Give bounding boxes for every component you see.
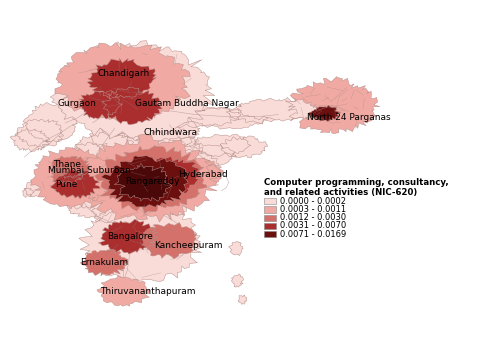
Polygon shape xyxy=(101,156,189,207)
Polygon shape xyxy=(238,295,247,305)
Polygon shape xyxy=(10,129,50,152)
Text: 0.0000 - 0.0002: 0.0000 - 0.0002 xyxy=(280,197,346,206)
Bar xyxy=(264,207,276,212)
Polygon shape xyxy=(76,134,219,222)
Text: 0.0031 - 0.0070: 0.0031 - 0.0070 xyxy=(280,221,346,231)
Polygon shape xyxy=(97,276,150,306)
Text: Kancheepuram: Kancheepuram xyxy=(154,241,223,250)
Text: Computer programming, consultancy,: Computer programming, consultancy, xyxy=(264,178,448,188)
Polygon shape xyxy=(74,132,134,161)
Polygon shape xyxy=(232,274,243,287)
Polygon shape xyxy=(51,167,83,184)
Text: Bangalore: Bangalore xyxy=(108,232,153,241)
Polygon shape xyxy=(220,136,268,158)
Polygon shape xyxy=(98,220,158,254)
Polygon shape xyxy=(102,213,164,244)
Text: and related activities (NIC-620): and related activities (NIC-620) xyxy=(264,188,417,197)
Polygon shape xyxy=(50,41,214,139)
Polygon shape xyxy=(22,188,34,197)
Polygon shape xyxy=(102,87,162,125)
Polygon shape xyxy=(151,137,203,161)
Polygon shape xyxy=(64,195,110,218)
Bar xyxy=(264,223,276,229)
Polygon shape xyxy=(95,203,164,237)
Polygon shape xyxy=(114,163,172,201)
Polygon shape xyxy=(50,169,100,199)
Text: Gurgaon: Gurgaon xyxy=(58,99,96,108)
Polygon shape xyxy=(193,134,250,157)
Polygon shape xyxy=(228,241,243,256)
Text: Chhindwara: Chhindwara xyxy=(144,128,198,137)
Text: Pune: Pune xyxy=(56,180,78,189)
Polygon shape xyxy=(90,121,150,151)
Bar xyxy=(264,231,276,237)
Polygon shape xyxy=(188,107,268,129)
Text: Hyderabad: Hyderabad xyxy=(178,170,228,179)
Text: 0.0003 - 0.0011: 0.0003 - 0.0011 xyxy=(280,205,346,214)
Polygon shape xyxy=(118,118,200,144)
Text: Mumbai Suburban: Mumbai Suburban xyxy=(48,166,130,175)
Polygon shape xyxy=(170,157,223,186)
Polygon shape xyxy=(86,107,179,135)
Polygon shape xyxy=(136,156,200,196)
Polygon shape xyxy=(15,119,64,148)
Text: Thane: Thane xyxy=(53,160,81,169)
Polygon shape xyxy=(23,103,77,142)
Bar xyxy=(264,214,276,221)
Polygon shape xyxy=(87,58,156,99)
Polygon shape xyxy=(111,195,186,221)
Text: 0.0012 - 0.0030: 0.0012 - 0.0030 xyxy=(280,213,346,222)
Polygon shape xyxy=(285,76,380,134)
Polygon shape xyxy=(102,195,165,232)
Polygon shape xyxy=(148,105,240,128)
Polygon shape xyxy=(78,91,122,119)
Text: Rangareddy: Rangareddy xyxy=(124,177,179,186)
Polygon shape xyxy=(24,181,44,197)
Polygon shape xyxy=(57,182,106,209)
Polygon shape xyxy=(139,223,197,259)
Polygon shape xyxy=(308,105,341,121)
Polygon shape xyxy=(91,195,142,224)
Polygon shape xyxy=(55,42,190,123)
Polygon shape xyxy=(30,147,116,209)
Bar xyxy=(264,198,276,205)
Polygon shape xyxy=(94,145,207,213)
Text: 0.0071 - 0.0169: 0.0071 - 0.0169 xyxy=(280,229,346,238)
Text: Ernakulam: Ernakulam xyxy=(80,258,128,267)
Polygon shape xyxy=(80,249,128,276)
Polygon shape xyxy=(173,143,236,167)
Polygon shape xyxy=(160,149,219,177)
Polygon shape xyxy=(65,142,117,169)
Text: Chandigarh: Chandigarh xyxy=(98,69,150,78)
Text: Thiruvananthapuram: Thiruvananthapuram xyxy=(100,287,196,296)
Text: Gautam Buddha Nagar: Gautam Buddha Nagar xyxy=(134,99,238,108)
Polygon shape xyxy=(226,103,290,124)
Text: North 24 Parganas: North 24 Parganas xyxy=(306,113,390,122)
Polygon shape xyxy=(136,125,195,151)
Polygon shape xyxy=(79,203,202,282)
Polygon shape xyxy=(104,204,178,229)
Polygon shape xyxy=(236,98,320,121)
Polygon shape xyxy=(52,156,90,178)
